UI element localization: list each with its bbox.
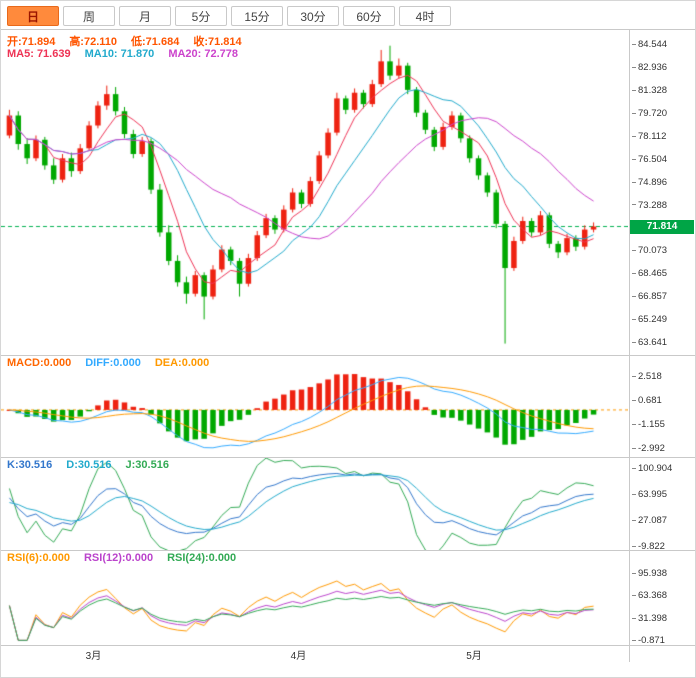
tab-5min[interactable]: 5分 <box>175 6 227 26</box>
x-axis-label: 3月 <box>85 651 102 662</box>
y-tick: 82.936 <box>632 62 667 73</box>
y-tick: 84.544 <box>632 39 667 50</box>
rsi-canvas[interactable] <box>1 550 628 645</box>
y-tick: 27.087 <box>632 515 667 526</box>
ma20-label: MA20: 72.778 <box>168 48 239 60</box>
quote-bar: 开:71.894 高:72.110 低:71.684 收:71.814 <box>7 33 242 49</box>
y-tick: 79.720 <box>632 108 667 119</box>
tab-day[interactable]: 日 <box>7 6 59 26</box>
tab-15min[interactable]: 15分 <box>231 6 283 26</box>
quote-open: 开:71.894 <box>7 36 56 48</box>
kdj-canvas[interactable] <box>1 457 628 550</box>
y-tick: 73.288 <box>632 200 667 211</box>
y-tick: -2.992 <box>632 443 665 454</box>
quote-high: 高:72.110 <box>69 36 118 48</box>
quote-low: 低:71.684 <box>131 36 180 48</box>
diff-label: DIFF:0.000 <box>85 357 141 369</box>
j-label: J:30.516 <box>125 459 169 471</box>
x-axis: 3月 4月 5月 <box>1 645 629 662</box>
rsi6-label: RSI(6):0.000 <box>7 552 70 564</box>
tab-week[interactable]: 周 <box>63 6 115 26</box>
kdj-bar: K:30.516 D:30.516 J:30.516 <box>7 459 169 471</box>
chart-region: 开:71.894 高:72.110 低:71.684 收:71.814 MA5: 71… <box>1 29 695 662</box>
ma10-label: MA10: 71.870 <box>84 48 155 60</box>
y-tick: 95.938 <box>632 568 667 579</box>
y-axis-gutter: 71.814 84.544 82.936 81.328 79.720 78.112 76.… <box>629 30 695 662</box>
y-tick: 78.112 <box>632 131 666 142</box>
interval-toolbar: 日周月 5分 15分 30分 60分 4时 <box>1 4 695 28</box>
tab-month[interactable]: 月 <box>119 6 171 26</box>
price-badge: 71.814 <box>630 219 694 234</box>
y-tick: -1.155 <box>632 419 665 430</box>
rsi12-label: RSI(12):0.000 <box>83 552 154 564</box>
kdj-panel: K:30.516 D:30.516 J:30.516 <box>1 457 629 550</box>
y-tick: 81.328 <box>632 85 667 96</box>
quote-close: 收:71.814 <box>193 36 242 48</box>
y-tick: -9.822 <box>632 541 665 552</box>
tab-30min[interactable]: 30分 <box>287 6 339 26</box>
macd-bar: MACD:0.000 DIFF:0.000 DEA:0.000 <box>7 357 209 369</box>
y-tick: 31.398 <box>632 613 667 624</box>
y-tick: 76.504 <box>632 154 667 165</box>
main-chart-panel: 开:71.894 高:72.110 低:71.684 收:71.814 MA5: 71… <box>1 30 629 355</box>
dea-label: DEA:0.000 <box>154 357 210 369</box>
candlestick-canvas[interactable] <box>1 30 628 355</box>
k-label: K:30.516 <box>7 459 53 471</box>
ma5-label: MA5: 71.639 <box>7 48 71 60</box>
rsi-panel: RSI(6):0.000 RSI(12):0.000 RSI(24):0.000 <box>1 550 629 645</box>
d-label: D:30.516 <box>66 459 112 471</box>
y-tick: 66.857 <box>632 291 667 302</box>
y-tick: 70.073 <box>632 245 667 256</box>
rsi-bar: RSI(6):0.000 RSI(12):0.000 RSI(24):0.000 <box>7 552 236 564</box>
y-tick: 63.368 <box>632 590 667 601</box>
y-tick: 100.904 <box>632 463 672 474</box>
y-tick: 74.896 <box>632 177 667 188</box>
macd-label: MACD:0.000 <box>7 357 72 369</box>
y-tick: 0.681 <box>632 395 662 406</box>
y-tick: -0.871 <box>632 635 665 646</box>
x-axis-label: 4月 <box>290 651 307 662</box>
y-tick: 68.465 <box>632 268 667 279</box>
y-tick: 65.249 <box>632 314 667 325</box>
macd-canvas[interactable] <box>1 355 628 457</box>
y-tick: 2.518 <box>632 371 662 382</box>
panel-divider <box>1 457 695 458</box>
tab-4hour[interactable]: 4时 <box>399 6 451 26</box>
tab-60min[interactable]: 60分 <box>343 6 395 26</box>
y-tick: 63.995 <box>632 489 667 500</box>
x-axis-label: 5月 <box>466 651 482 662</box>
panel-divider <box>1 645 695 646</box>
y-tick: 63.641 <box>632 337 667 348</box>
macd-panel: MACD:0.000 DIFF:0.000 DEA:0.000 <box>1 355 629 457</box>
rsi24-label: RSI(24):0.000 <box>167 552 237 564</box>
ma-bar: MA5: 71.639 MA10: 71.870 MA20: 72.778 <box>7 48 238 60</box>
panel-divider <box>1 355 695 356</box>
panel-divider <box>1 550 695 551</box>
